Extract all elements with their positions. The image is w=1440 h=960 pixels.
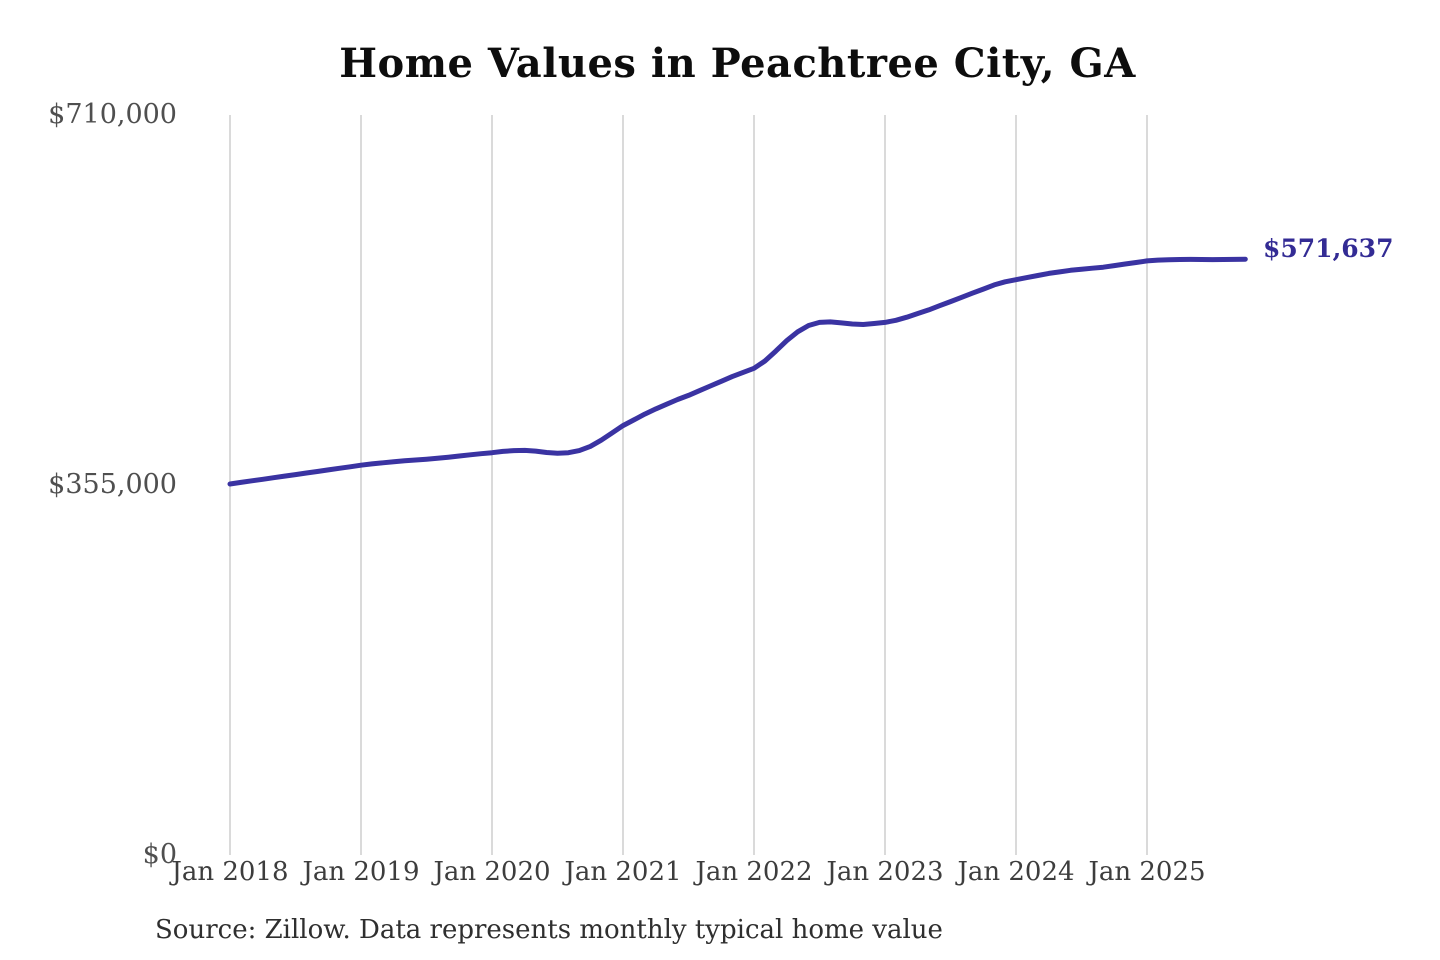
x-axis-tick-label: Jan 2023 [826,857,944,887]
x-axis-tick-label: Jan 2019 [302,857,420,887]
source-note: Source: Zillow. Data represents monthly … [155,915,943,945]
chart-title: Home Values in Peachtree City, GA [339,40,1136,87]
y-axis-tick-label: $0 [142,839,177,870]
x-axis-tick-label: Jan 2020 [433,857,551,887]
end-value-label: $571,637 [1263,234,1394,264]
x-axis-tick-label: Jan 2024 [957,857,1075,887]
x-axis-tick-label: Jan 2018 [171,857,289,887]
x-axis-tick-label: Jan 2025 [1088,857,1206,887]
y-axis-tick-label: $355,000 [48,469,177,500]
x-axis-tick-label: Jan 2021 [564,857,682,887]
y-axis-tick-label: $710,000 [48,99,177,130]
home-value-line [227,256,1248,487]
x-axis-tick-label: Jan 2022 [695,857,813,887]
